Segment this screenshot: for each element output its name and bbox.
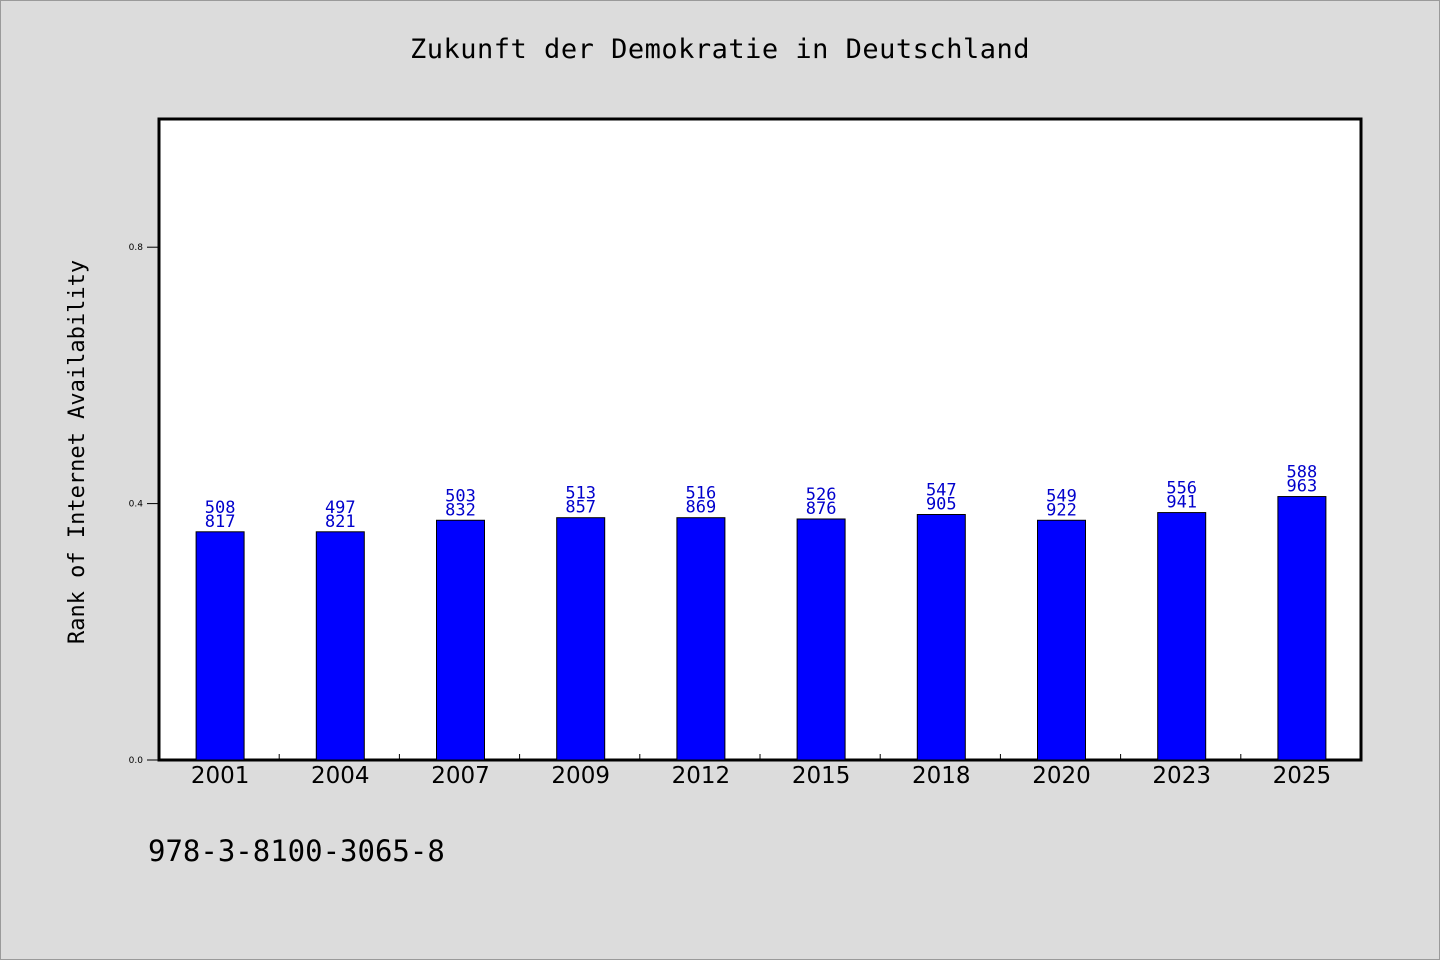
bar-label-top: 516: [686, 484, 717, 504]
x-tick-label: 2001: [191, 763, 250, 789]
x-tick-label: 2007: [431, 763, 490, 789]
isbn-footer: 978-3-8100-3065-8: [148, 834, 445, 868]
chart-title: Zukunft der Demokratie in Deutschland: [410, 34, 1030, 65]
y-tick-label: 0.0: [129, 756, 144, 766]
y-tick-label: 0.8: [129, 243, 144, 253]
bar: [1037, 519, 1086, 761]
bar-label-bottom: 963: [1287, 477, 1318, 497]
bar-label-bottom: 832: [445, 500, 476, 520]
bar-label-top: 508: [205, 498, 236, 518]
x-axis: 2001 2004 2007 2009 2012 2015 2018 2020 2023 2025: [191, 754, 1331, 789]
bar-label-bottom: 869: [686, 498, 717, 518]
bar-label-bottom: 876: [806, 499, 837, 519]
bar-label-bottom: 941: [1166, 493, 1197, 513]
bar: [796, 518, 846, 761]
bar: [676, 517, 726, 761]
x-tick-label: 2023: [1152, 763, 1211, 789]
bar: [916, 513, 966, 761]
bar-label-top: 526: [806, 485, 837, 505]
bar-label-top: 497: [325, 498, 356, 518]
bar-label-top: 556: [1166, 479, 1197, 499]
bar-label-top: 513: [565, 484, 596, 504]
bar-label-bottom: 922: [1046, 500, 1077, 520]
bar: [556, 517, 606, 761]
x-tick-label: 2012: [672, 763, 731, 789]
y-axis-label: Rank of Internet Availability: [65, 260, 90, 644]
x-tick-label: 2020: [1032, 763, 1091, 789]
bar-label-top: 549: [1046, 486, 1077, 506]
bar-labels-group: 5088174978215038325138575168695268765479…: [205, 463, 1318, 532]
bar: [436, 519, 485, 761]
x-tick-label: 2004: [311, 763, 370, 789]
bar-label-top: 503: [445, 486, 476, 506]
bar-label-bottom: 821: [325, 512, 356, 532]
y-tick-label: 0.4: [129, 500, 144, 510]
bar-label-top: 588: [1287, 463, 1318, 483]
bar-label-top: 547: [926, 480, 957, 500]
bar: [1277, 496, 1327, 761]
bar: [195, 531, 245, 761]
bar-label-bottom: 857: [565, 498, 596, 518]
x-tick-label: 2009: [551, 763, 610, 789]
x-tick-label: 2025: [1273, 763, 1332, 789]
bars-group: [195, 496, 1327, 761]
y-axis: 0.0 0.4 0.8: [129, 243, 159, 766]
bar: [1157, 512, 1207, 761]
bar-label-bottom: 817: [205, 512, 236, 532]
bar: [315, 531, 365, 761]
x-tick-label: 2015: [792, 763, 851, 789]
bar-label-bottom: 905: [926, 494, 957, 514]
x-tick-label: 2018: [912, 763, 971, 789]
